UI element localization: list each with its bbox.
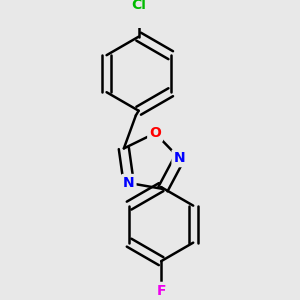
- Text: N: N: [173, 151, 185, 165]
- Text: F: F: [156, 284, 166, 298]
- Text: O: O: [149, 126, 161, 140]
- Text: Cl: Cl: [131, 0, 146, 12]
- Text: N: N: [123, 176, 134, 190]
